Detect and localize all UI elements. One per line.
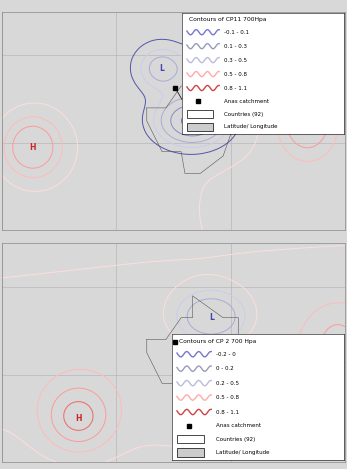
Text: L: L [209, 313, 214, 322]
Text: L: L [205, 64, 210, 73]
Text: H: H [304, 116, 310, 126]
Text: L: L [160, 64, 164, 73]
Text: L: L [190, 116, 195, 126]
Text: H: H [29, 143, 35, 152]
Text: H: H [75, 414, 81, 423]
